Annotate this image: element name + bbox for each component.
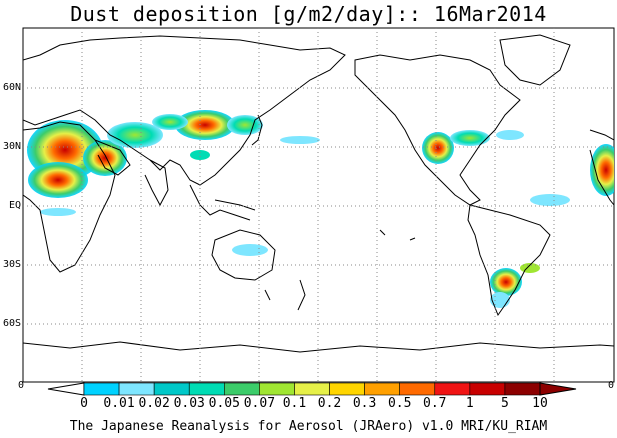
lat-label-60s: 60S [2,318,21,329]
colorbar-tick-label: 0.02 [138,396,170,411]
lat-label-30s: 30S [2,259,21,270]
colorbar-tick-label: 0.05 [208,396,240,411]
lat-label-eq: EQ [8,200,21,211]
colorbar-segment [399,382,436,396]
colorbar-segment [504,382,541,396]
colorbar-segment [153,382,190,396]
colorbar-tick-label: 0.3 [352,396,377,411]
colorbar-tick-label: 0.03 [173,396,205,411]
lat-label-30n: 30N [2,141,21,152]
colorbar-tick-label: 0.07 [243,396,276,411]
colorbar-under-arrow [47,382,85,396]
colorbar-segment [118,382,155,396]
colorbar [47,382,577,396]
colorbar-segment [224,382,260,396]
coastlines [23,34,614,353]
colorbar-segment [83,382,120,396]
colorbar-tick-label: 0 [80,396,88,411]
lon-label-right: 0 [608,380,615,391]
colorbar-segment [294,382,330,396]
colorbar-tick-label: 0.5 [387,396,412,411]
colorbar-tick-label: 0.1 [282,396,307,411]
colorbar-segment [188,382,225,396]
colorbar-tick-label: 1 [465,396,474,411]
colorbar-tick-label: 10 [532,396,548,411]
colorbar-tick-label: 0.01 [103,396,135,411]
colorbar-segment [434,382,471,396]
graticule [23,28,614,382]
lon-label-left: 0 [18,380,25,391]
dust-deposition-patches [27,110,614,308]
colorbar-segment [329,382,365,396]
footer-credit: The Japanese Reanalysis for Aerosol (JRA… [69,419,548,434]
colorbar-over-arrow [539,382,577,396]
colorbar-segment [259,382,295,396]
colorbar-segment [364,382,400,396]
colorbar-segment [469,382,506,396]
colorbar-tick-label: 5 [501,396,509,411]
map-title: Dust deposition [g/m2/day]:: 16Mar2014 [70,2,547,26]
lat-label-60n: 60N [2,82,21,93]
colorbar-tick-label: 0.2 [317,396,342,411]
colorbar-tick-label: 0.7 [423,396,447,411]
